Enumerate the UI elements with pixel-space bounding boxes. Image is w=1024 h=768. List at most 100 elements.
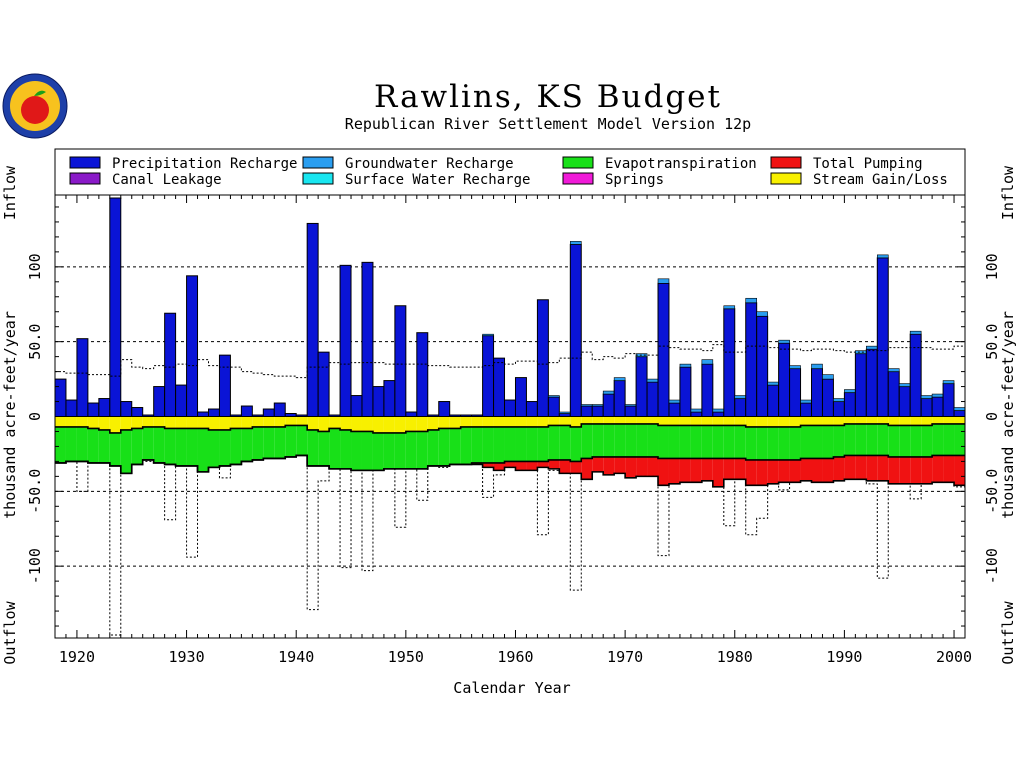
- bar-precipitation-recharge: [800, 402, 813, 417]
- bar-stream-gain-loss: [910, 416, 922, 426]
- bar-groundwater-recharge: [657, 278, 670, 284]
- bar-groundwater-recharge: [756, 311, 768, 317]
- bar-stream-gain-loss: [581, 416, 593, 424]
- bar-precipitation-recharge: [493, 357, 506, 417]
- bar-groundwater-recharge: [679, 363, 692, 368]
- y-tick-label-left: 50.0: [26, 324, 44, 360]
- y-tick-label-right: -100: [983, 548, 1001, 584]
- bar-evapotranspiration: [855, 423, 867, 456]
- apple-leaf-icon: [34, 90, 46, 96]
- bar-stream-gain-loss: [668, 416, 680, 426]
- bar-total-pumping: [504, 461, 516, 468]
- bar-evapotranspiration: [263, 426, 275, 459]
- bar-stream-gain-loss: [921, 416, 933, 426]
- bar-evapotranspiration: [55, 426, 66, 463]
- bar-precipitation-recharge: [153, 386, 166, 417]
- bar-groundwater-recharge: [811, 363, 823, 369]
- legend-label-surface_water_recharge: Surface Water Recharge: [345, 172, 530, 188]
- bar-stream-gain-loss: [570, 416, 582, 427]
- bar-evapotranspiration: [625, 423, 637, 457]
- y-tick-label-right: 100: [983, 253, 1001, 280]
- bar-evapotranspiration: [318, 431, 330, 466]
- bar-evapotranspiration: [65, 426, 77, 462]
- bar-precipitation-recharge: [109, 197, 122, 417]
- bar-evapotranspiration: [701, 425, 713, 459]
- bar-stream-gain-loss: [636, 416, 648, 424]
- bar-evapotranspiration: [833, 425, 845, 457]
- bar-precipitation-recharge: [131, 407, 144, 417]
- bar-stream-gain-loss: [340, 416, 352, 430]
- bar-evapotranspiration: [526, 426, 538, 462]
- bar-stream-gain-loss: [515, 416, 527, 427]
- bar-evapotranspiration: [910, 425, 922, 457]
- bar-stream-gain-loss: [701, 416, 713, 426]
- bar-evapotranspiration: [142, 426, 154, 460]
- bar-stream-gain-loss: [778, 416, 790, 427]
- bar-groundwater-recharge: [855, 350, 867, 354]
- bar-groundwater-recharge: [613, 377, 626, 381]
- bar-stream-gain-loss: [756, 416, 768, 427]
- logo-seal: [2, 73, 68, 139]
- bar-evapotranspiration: [504, 426, 516, 462]
- bar-precipitation-recharge: [372, 386, 385, 417]
- bar-stream-gain-loss: [734, 416, 746, 426]
- legend-label-groundwater_recharge: Groundwater Recharge: [345, 156, 514, 172]
- bar-total-pumping: [932, 455, 944, 483]
- y-label-outflow-right: Outflow: [999, 600, 1017, 664]
- bar-groundwater-recharge: [789, 365, 801, 369]
- legend-swatch-groundwater_recharge: [302, 156, 334, 169]
- total-inflow-dotted-line: [55, 344, 965, 379]
- bar-stream-gain-loss: [822, 416, 834, 426]
- bar-stream-gain-loss: [679, 416, 691, 426]
- bar-total-pumping: [625, 456, 637, 478]
- bar-stream-gain-loss: [449, 416, 461, 429]
- bar-stream-gain-loss: [219, 416, 231, 430]
- bar-total-pumping: [745, 459, 757, 486]
- bar-evapotranspiration: [954, 423, 965, 456]
- bar-total-pumping: [482, 462, 494, 468]
- bar-total-pumping: [679, 458, 691, 483]
- bar-evapotranspiration: [877, 423, 889, 456]
- bar-groundwater-recharge: [548, 395, 560, 398]
- bar-precipitation-recharge: [657, 282, 670, 418]
- bar-evapotranspiration: [679, 425, 691, 459]
- x-tick-label: 1990: [826, 648, 862, 666]
- bar-groundwater-recharge: [909, 330, 922, 335]
- bar-precipitation-recharge: [712, 411, 725, 417]
- bar-stream-gain-loss: [394, 416, 406, 433]
- bar-precipitation-recharge: [536, 299, 549, 418]
- bar-stream-gain-loss: [416, 416, 428, 432]
- bar-stream-gain-loss: [372, 416, 384, 433]
- bar-evapotranspiration: [208, 429, 220, 468]
- bar-total-pumping: [592, 456, 604, 472]
- bar-stream-gain-loss: [383, 416, 395, 433]
- bar-stream-gain-loss: [427, 416, 439, 430]
- bar-precipitation-recharge: [405, 411, 418, 417]
- apple-icon: [21, 96, 49, 124]
- bar-stream-gain-loss: [877, 416, 889, 424]
- bar-stream-gain-loss: [329, 416, 341, 429]
- bar-evapotranspiration: [745, 426, 757, 460]
- bar-groundwater-recharge: [570, 241, 582, 245]
- bar-groundwater-recharge: [624, 404, 637, 407]
- x-tick-label: 1950: [388, 648, 424, 666]
- bar-groundwater-recharge: [887, 368, 900, 372]
- y-tick-label-left: 0: [26, 412, 44, 421]
- legend-label-stream_gain_loss: Stream Gain/Loss: [813, 172, 948, 188]
- bar-evapotranspiration: [131, 428, 143, 465]
- bar-stream-gain-loss: [175, 416, 187, 429]
- bar-evapotranspiration: [548, 425, 560, 460]
- bar-evapotranspiration: [109, 432, 121, 466]
- bar-groundwater-recharge: [482, 333, 494, 336]
- bar-stream-gain-loss: [131, 416, 143, 429]
- bar-evapotranspiration: [175, 428, 187, 466]
- y-label-units-left: thousand acre-feet/year: [1, 311, 19, 519]
- bar-groundwater-recharge: [701, 359, 714, 365]
- bar-precipitation-recharge: [350, 395, 363, 418]
- bar-groundwater-recharge: [778, 339, 790, 344]
- bar-total-pumping: [910, 456, 922, 484]
- bar-precipitation-recharge: [898, 386, 911, 417]
- bar-total-pumping: [614, 456, 626, 474]
- bar-stream-gain-loss: [164, 416, 176, 429]
- bar-total-pumping: [855, 455, 867, 480]
